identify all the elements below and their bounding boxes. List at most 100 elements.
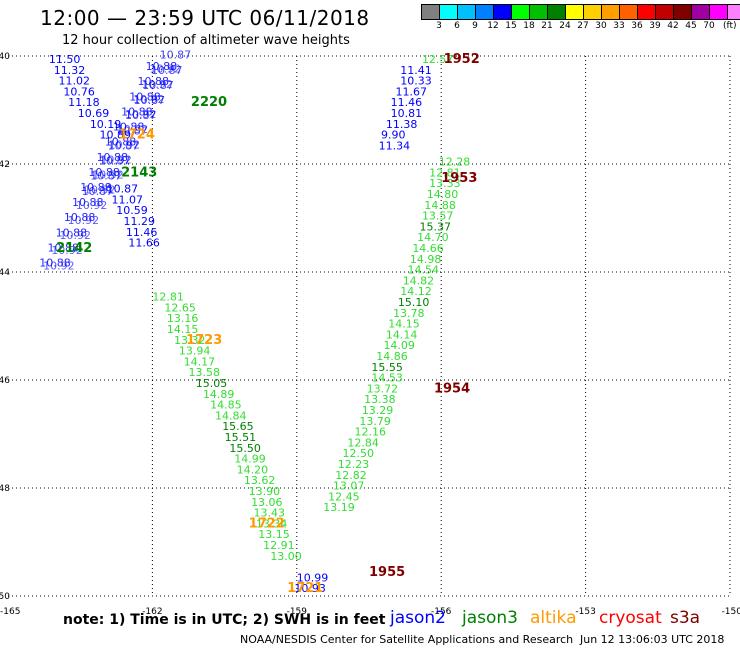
data-label: 11.18 — [68, 96, 100, 109]
footnote: note: 1) Time is in UTC; 2) SWH is in fe… — [63, 612, 386, 628]
color-scale-swatch — [710, 5, 728, 19]
data-label: 1724 — [119, 128, 155, 143]
data-label: 11.66 — [128, 237, 160, 250]
data-label: 15.10 — [398, 296, 430, 309]
data-label: 13.78 — [393, 307, 425, 320]
data-label: 12.82 — [335, 469, 367, 482]
data-label: 10.81 — [391, 107, 423, 120]
data-label: 10.33 — [400, 75, 432, 88]
data-label: 14.85 — [210, 399, 242, 412]
data-label: 14.99 — [234, 453, 266, 466]
chart-title: 12:00 — 23:59 UTC 06/11/2018 — [40, 6, 370, 30]
data-label: 11.50 — [49, 53, 80, 66]
data-label: 14.54 — [408, 264, 440, 277]
overplot-label: 10.92 — [141, 78, 173, 91]
data-label: 13.29 — [362, 404, 394, 417]
data-label: 14.89 — [203, 388, 235, 401]
data-label: 14.82 — [403, 274, 435, 287]
data-label: 12.28 — [439, 156, 471, 169]
overplot-label: 10.92 — [84, 184, 116, 197]
data-label: 1721 — [287, 581, 323, 596]
data-label: 14.66 — [412, 242, 444, 255]
data-label: 14.15 — [388, 318, 420, 331]
color-scale-swatch — [440, 5, 458, 19]
overplot-label: 10.92 — [125, 108, 156, 121]
data-label: 10.69 — [78, 107, 110, 120]
data-label: 11.67 — [395, 85, 427, 98]
data-label: 13.07 — [333, 480, 365, 493]
data-label: 10.87 — [107, 183, 139, 196]
clutter-layer: 10.8810.9210.8810.9210.8810.9210.8810.92… — [39, 49, 191, 273]
overplot-label: 10.87 — [125, 109, 156, 122]
data-label: 13.79 — [359, 415, 391, 428]
data-label: 12.81 — [429, 166, 461, 179]
overplot-label: 10.92 — [60, 229, 92, 242]
data-label: 2142 — [56, 241, 92, 256]
x-tick-label: -162 — [142, 607, 162, 617]
data-label: 1952 — [444, 52, 480, 67]
x-tick-label: -150 — [722, 607, 740, 617]
color-scale-swatch — [494, 5, 512, 19]
color-scale-unit: (ft) — [723, 21, 737, 31]
data-label: 13.33 — [429, 177, 461, 190]
data-label: 12.50 — [343, 447, 375, 460]
color-scale-label: 15 — [505, 21, 517, 31]
data-label: 13.72 — [367, 382, 399, 395]
data-label: 14.88 — [424, 199, 456, 212]
generation-timestamp: Jun 12 13:06:03 UTC 2018 — [580, 633, 725, 646]
overplot-label: 10.88 — [146, 60, 178, 73]
data-label: 15.55 — [371, 361, 403, 374]
y-tick-label: -40 — [0, 52, 10, 62]
overplot-label: 10.87 — [90, 170, 122, 183]
data-label: 10.93 — [294, 582, 326, 595]
x-tick-label: -153 — [575, 607, 595, 617]
data-label: 14.84 — [215, 409, 247, 422]
data-label: 13.90 — [249, 485, 281, 498]
color-scale-swatch — [512, 5, 530, 19]
color-scale-label: 24 — [559, 21, 571, 31]
data-label: 15.65 — [222, 420, 254, 433]
color-scale-label: 3 — [436, 21, 442, 31]
overplot-label: 10.88 — [137, 75, 169, 88]
data-label: 13.57 — [422, 210, 454, 223]
data-label: 13.06 — [251, 496, 283, 509]
x-tick-label: -165 — [0, 607, 20, 617]
color-scale-swatch — [692, 5, 710, 19]
data-label: 15.51 — [225, 431, 257, 444]
color-scale-swatch — [674, 5, 692, 19]
data-label: 13.62 — [244, 474, 276, 487]
overplot-label: 10.92 — [51, 244, 83, 257]
data-label: 14.17 — [184, 355, 216, 368]
color-scale-label: 30 — [595, 21, 607, 31]
color-scale-swatch — [602, 5, 620, 19]
data-label: 1953 — [441, 171, 477, 186]
overplot-label: 10.92 — [68, 214, 100, 227]
x-tick-label: -159 — [287, 607, 308, 617]
color-scale-swatch — [422, 5, 440, 19]
legend-altika: altika — [530, 608, 577, 628]
data-label: 13.15 — [258, 528, 290, 541]
axes-layer: -165 -162 -159 -156 -153 -150 -40 -42 -44 -46 -48 -… — [0, 52, 740, 617]
data-label: 14.53 — [371, 372, 403, 385]
data-label: 10.89 — [99, 129, 131, 142]
data-label: 12.57 — [422, 53, 454, 66]
data-label: 9.90 — [381, 129, 406, 142]
overplot-label: 10.87 — [160, 49, 192, 62]
data-label: 12.81 — [152, 291, 184, 304]
data-label: 13.16 — [167, 312, 199, 325]
credit-line: NOAA/NESDIS Center for Satellite Applica… — [240, 633, 574, 646]
data-label: 12.45 — [328, 490, 360, 503]
data-label: 15.50 — [229, 442, 261, 455]
data-label: 13.19 — [323, 501, 355, 514]
data-label: 14.70 — [417, 231, 449, 244]
color-scale-swatch — [548, 5, 566, 19]
color-scale-label: 21 — [541, 21, 553, 31]
color-scale-swatch — [458, 5, 476, 19]
color-scale-label: 12 — [487, 21, 499, 31]
data-label: 10.76 — [63, 85, 95, 98]
legend-jason2: jason2 — [390, 608, 446, 628]
data-label: 1954 — [434, 381, 470, 396]
y-tick-label: -46 — [0, 376, 10, 386]
data-label: 10.99 — [297, 571, 329, 584]
overplot-label: 10.87 — [82, 185, 114, 198]
